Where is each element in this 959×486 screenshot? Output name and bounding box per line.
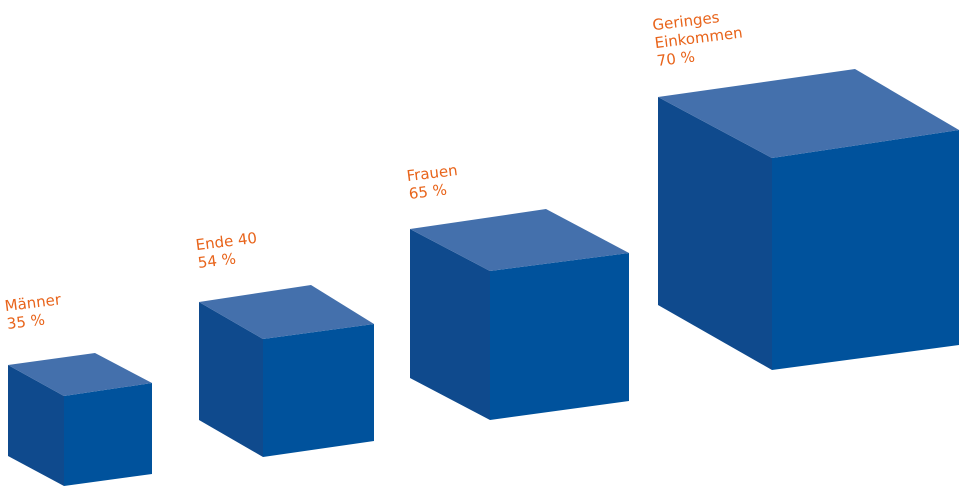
cube-front-face — [772, 130, 959, 370]
cube-left-face — [658, 97, 772, 370]
cube-front-face — [490, 253, 629, 420]
cube-top-face — [658, 69, 959, 158]
cube-front-face — [64, 383, 152, 486]
cube-maenner — [8, 353, 152, 486]
cube-ende-40 — [199, 285, 374, 457]
label-ende-40: Ende 40 54 % — [195, 229, 261, 272]
cube-geringes-einkommen — [658, 69, 959, 370]
cube-top-face — [8, 353, 152, 396]
label-maenner: Männer 35 % — [4, 290, 65, 333]
cube-top-face — [410, 209, 629, 271]
label-geringes-einkommen: Geringes Einkommen 70 % — [651, 6, 745, 70]
cube-front-face — [263, 324, 374, 457]
cube-left-face — [8, 365, 64, 486]
cube-frauen — [410, 209, 629, 420]
cube-left-face — [199, 302, 263, 457]
cube-left-face — [410, 229, 490, 420]
label-frauen: Frauen 65 % — [406, 161, 461, 203]
cube-top-face — [199, 285, 374, 339]
